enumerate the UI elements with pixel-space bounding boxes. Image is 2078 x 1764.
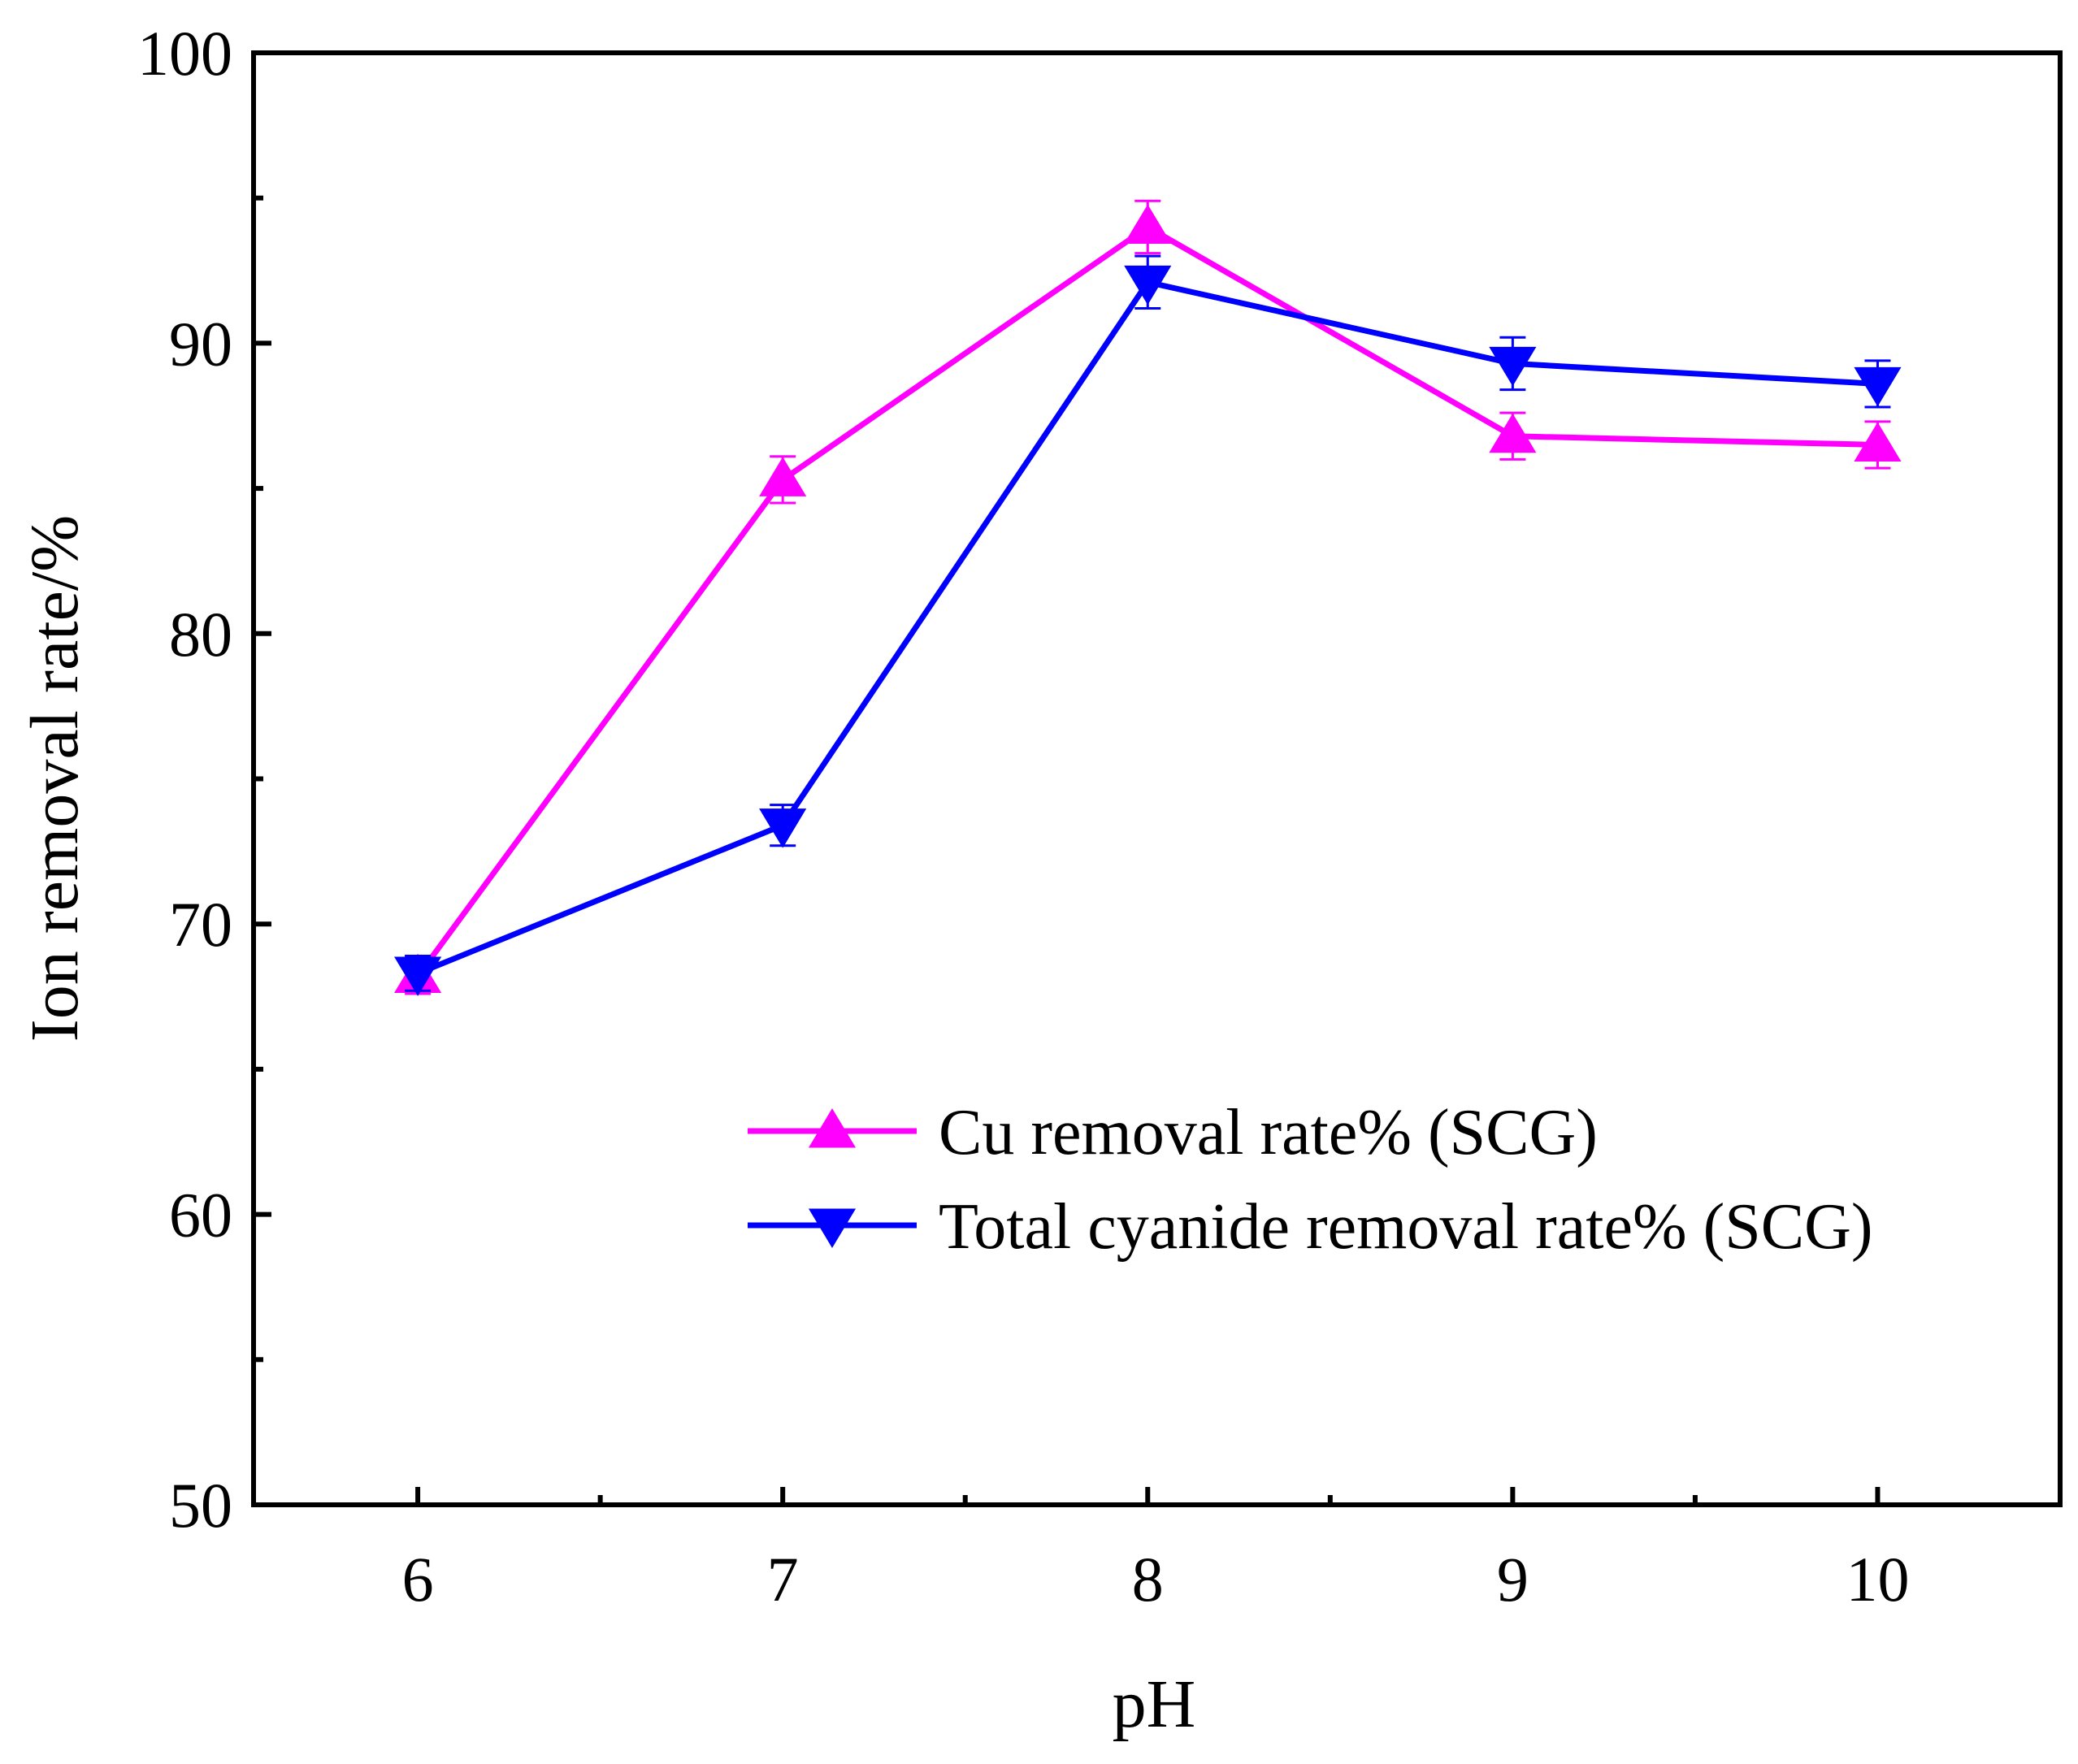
data-point [1124,204,1172,244]
y-tick-label: 60 [169,1180,232,1250]
series-cu-removal [394,199,1902,995]
data-point [759,808,807,848]
data-point [1489,346,1537,387]
x-tick-label: 8 [1132,1544,1164,1614]
legend-label: Total cyanide removal rate% (SCG) [939,1191,1873,1263]
series-line [415,223,1878,978]
legend-label: Cu removal rate% (SCG) [939,1097,1598,1168]
legend: Cu removal rate% (SCG) Total cyanide remo… [748,1097,1873,1263]
series-layer [394,199,1902,996]
x-tick-label: 9 [1497,1544,1529,1614]
y-tick-label: 70 [169,889,232,960]
x-tick-label: 10 [1846,1544,1909,1614]
y-tick-label: 80 [169,599,232,670]
axis-layer: 6 7 8 9 10 50 60 70 80 90 100 [137,18,1909,1614]
data-point [1124,265,1172,306]
x-axis-title: pH [1113,1666,1196,1742]
data-point [1854,422,1902,462]
data-point [394,956,442,996]
data-point [1489,413,1537,453]
triangle-down-icon [808,1208,857,1248]
series-total-cyanide-removal [394,254,1902,996]
y-axis-title: Ion removal rate/% [17,515,93,1042]
data-point [1854,366,1902,407]
x-tick-label: 7 [767,1544,799,1614]
x-tick-label: 6 [402,1544,434,1614]
triangle-up-icon [808,1108,857,1148]
y-tick-label: 100 [137,18,232,89]
y-tick-label: 50 [169,1470,232,1541]
data-point [759,457,807,496]
series-line [416,279,1878,977]
y-tick-label: 90 [169,308,232,379]
